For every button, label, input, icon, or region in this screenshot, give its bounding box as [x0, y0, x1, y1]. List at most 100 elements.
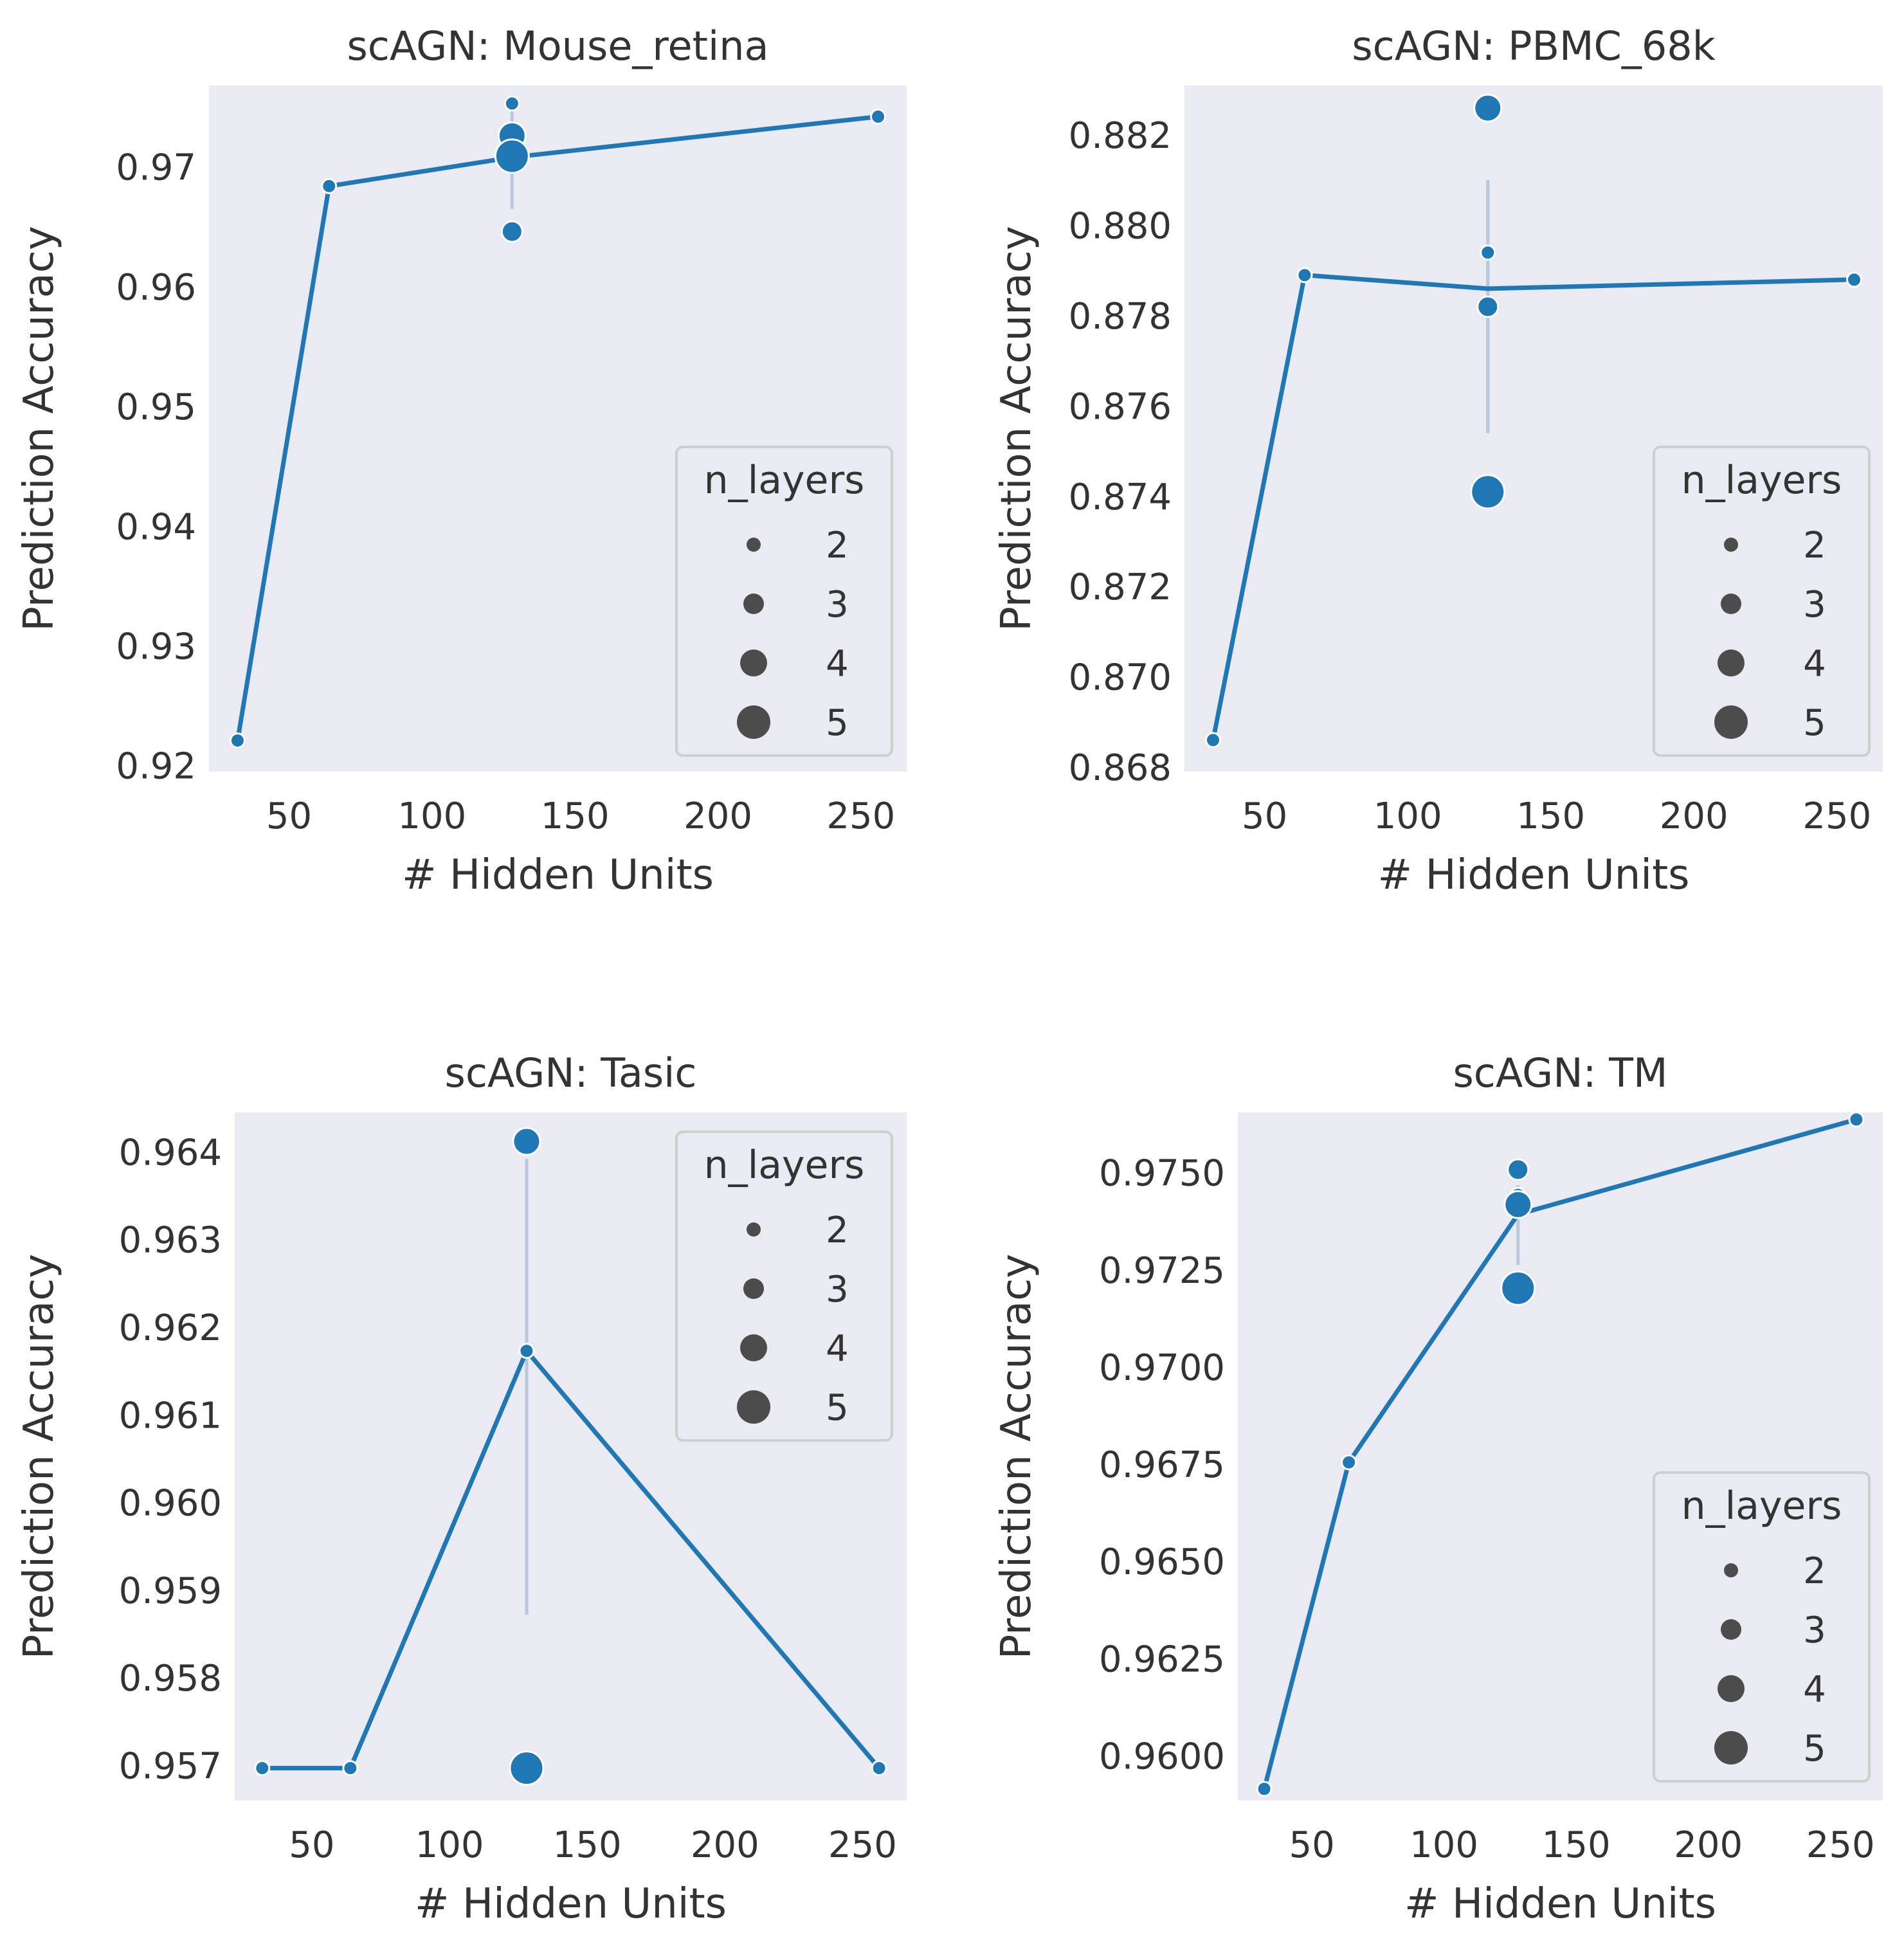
legend-label: 2 — [826, 525, 849, 567]
x-tick-label: 250 — [1802, 795, 1871, 837]
data-point — [1257, 1782, 1271, 1796]
y-axis-label: Prediction Accuracy — [993, 226, 1040, 631]
legend-marker — [740, 649, 767, 676]
y-tick-label: 0.9725 — [1099, 1250, 1225, 1292]
legend-label: 4 — [826, 1328, 849, 1370]
y-tick-label: 0.95 — [116, 386, 196, 428]
x-tick-label: 50 — [289, 1824, 334, 1866]
x-tick-label: 100 — [415, 1824, 484, 1866]
legend: n_layers2345 — [1654, 447, 1869, 756]
y-tick-label: 0.957 — [119, 1745, 222, 1787]
data-point — [505, 96, 519, 111]
data-point — [1298, 268, 1312, 282]
legend-label: 3 — [826, 584, 849, 626]
y-tick-label: 0.9625 — [1099, 1638, 1225, 1680]
x-tick-label: 200 — [1660, 795, 1728, 837]
legend-title: n_layers — [704, 458, 865, 503]
y-tick-label: 0.882 — [1069, 115, 1172, 157]
y-tick-label: 0.878 — [1069, 296, 1172, 338]
legend-title: n_layers — [1682, 458, 1842, 503]
legend-marker — [1724, 538, 1738, 552]
legend-label: 4 — [1803, 643, 1826, 685]
legend-label: 2 — [1803, 525, 1826, 567]
chart-title: scAGN: TM — [1453, 1049, 1667, 1096]
legend-label: 3 — [1803, 584, 1826, 626]
legend-marker — [737, 705, 770, 739]
chart-panel-4: scAGN: TM501001502002500.96000.96250.965… — [993, 1049, 1883, 1928]
legend-marker — [1721, 1619, 1741, 1640]
y-tick-label: 0.94 — [116, 506, 196, 548]
legend-label: 5 — [1803, 1728, 1826, 1770]
legend-label: 4 — [1803, 1669, 1826, 1711]
legend-title: n_layers — [704, 1143, 865, 1188]
x-tick-label: 200 — [1674, 1824, 1743, 1866]
x-tick-label: 250 — [826, 795, 895, 837]
y-tick-label: 0.880 — [1069, 206, 1172, 248]
data-point — [322, 179, 336, 193]
legend-title: n_layers — [1682, 1484, 1842, 1529]
x-axis-label: # Hidden Units — [1377, 851, 1689, 899]
data-point — [1478, 296, 1498, 317]
chart-panel-1: scAGN: Mouse_retina501001502002500.920.9… — [15, 23, 907, 899]
y-tick-label: 0.964 — [119, 1132, 222, 1174]
y-tick-label: 0.874 — [1069, 476, 1172, 518]
data-point — [513, 1128, 540, 1155]
legend-marker — [1718, 649, 1745, 676]
data-point — [1508, 1159, 1528, 1180]
data-point — [510, 1752, 543, 1785]
legend-marker — [743, 1278, 764, 1299]
data-point — [1501, 1271, 1535, 1305]
legend-label: 3 — [826, 1269, 849, 1311]
x-tick-label: 100 — [1410, 1824, 1478, 1866]
x-tick-label: 200 — [691, 1824, 759, 1866]
x-axis-label: # Hidden Units — [415, 1880, 727, 1928]
legend-marker — [743, 594, 764, 614]
x-tick-label: 250 — [828, 1824, 897, 1866]
y-tick-label: 0.963 — [119, 1220, 222, 1262]
x-tick-label: 150 — [541, 795, 610, 837]
data-point — [872, 1761, 886, 1775]
x-tick-label: 50 — [1289, 1824, 1334, 1866]
legend-label: 5 — [826, 702, 849, 744]
data-point — [871, 109, 885, 123]
y-tick-label: 0.92 — [116, 746, 196, 788]
x-tick-label: 50 — [1242, 795, 1287, 837]
legend-marker — [1714, 1731, 1748, 1765]
data-point — [520, 1344, 534, 1358]
data-point — [502, 221, 522, 242]
figure: scAGN: Mouse_retina501001502002500.920.9… — [0, 0, 1904, 1951]
chart-title: scAGN: PBMC_68k — [1352, 23, 1715, 69]
data-point — [1342, 1455, 1356, 1469]
chart-title: scAGN: Mouse_retina — [347, 23, 769, 69]
x-tick-label: 250 — [1806, 1824, 1875, 1866]
y-tick-label: 0.93 — [116, 626, 196, 667]
legend-marker — [1714, 705, 1748, 739]
y-tick-label: 0.868 — [1069, 747, 1172, 789]
y-tick-label: 0.960 — [119, 1483, 222, 1525]
y-tick-label: 0.961 — [119, 1395, 222, 1437]
legend-label: 3 — [1803, 1610, 1826, 1651]
legend: n_layers2345 — [676, 447, 892, 756]
y-tick-label: 0.9650 — [1099, 1541, 1225, 1583]
y-tick-label: 0.97 — [116, 147, 196, 189]
legend-marker — [1724, 1563, 1738, 1577]
legend-marker — [747, 1222, 761, 1237]
y-tick-label: 0.9700 — [1099, 1347, 1225, 1389]
data-point — [343, 1761, 358, 1775]
data-point — [1505, 1191, 1532, 1218]
legend-label: 2 — [826, 1210, 849, 1251]
x-tick-label: 50 — [266, 795, 312, 837]
legend-label: 2 — [1803, 1550, 1826, 1592]
data-point — [1849, 1112, 1863, 1127]
y-tick-label: 0.9600 — [1099, 1736, 1225, 1777]
y-tick-label: 0.96 — [116, 267, 196, 309]
legend-label: 5 — [826, 1387, 849, 1429]
x-axis-label: # Hidden Units — [1404, 1880, 1716, 1928]
data-point — [1206, 733, 1220, 747]
data-point — [1847, 273, 1861, 287]
legend-marker — [1721, 594, 1741, 614]
data-point — [255, 1761, 269, 1775]
y-tick-label: 0.9750 — [1099, 1153, 1225, 1195]
data-point — [1474, 95, 1501, 122]
x-tick-label: 150 — [1516, 795, 1585, 837]
